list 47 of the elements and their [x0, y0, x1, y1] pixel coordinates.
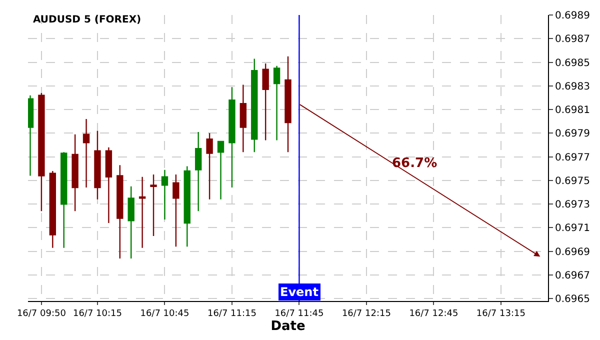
- y-tick-label: 0.6979: [555, 128, 590, 140]
- candlestick: [217, 140, 224, 200]
- candlestick: [150, 174, 157, 237]
- y-tick-label: 0.6977: [555, 152, 590, 164]
- x-tick-label: 16/7 11:45: [274, 308, 324, 319]
- candlestick: [128, 186, 134, 260]
- x-tick-label: 16/7 13:15: [476, 308, 526, 319]
- candlestick: [240, 84, 247, 153]
- y-tick-label: 0.6983: [555, 81, 590, 92]
- y-tick-label: 0.6971: [555, 223, 590, 234]
- candlestick: [251, 58, 258, 153]
- y-tick-label: 0.6973: [555, 200, 590, 211]
- y-tick-label: 0.6981: [555, 105, 590, 116]
- x-tick-label: 16/7 10:45: [140, 308, 190, 319]
- y-tick-label: 0.6969: [555, 246, 590, 258]
- x-tick-label: 16/7 12:45: [409, 308, 458, 319]
- candlestick: [273, 65, 280, 141]
- candlestick: [49, 170, 56, 248]
- x-tick-label: 16/7 12:15: [342, 308, 391, 319]
- x-tick-label: 16/7 10:15: [72, 308, 122, 319]
- candlestick: [195, 131, 202, 212]
- candlestick: [60, 151, 68, 248]
- y-tick-label: 0.6965: [555, 294, 590, 306]
- candlestick: [161, 169, 168, 220]
- x-tick-label: 16/7 09:50: [16, 308, 66, 319]
- candlestick: [284, 56, 292, 153]
- candlestick: [184, 166, 190, 248]
- x-axis-title: Date: [270, 318, 306, 334]
- y-tick-label: 0.6967: [555, 270, 590, 282]
- candlestick: [72, 134, 78, 212]
- ref-line-label: Event: [280, 285, 319, 299]
- candlestick: [206, 132, 213, 200]
- candlestick: [138, 176, 146, 248]
- y-tick-label: 0.6989: [555, 10, 590, 22]
- y-tick-label: 0.6987: [555, 34, 590, 46]
- candlestick: [105, 146, 112, 224]
- candlestick: [28, 94, 34, 176]
- chart-title: AUDUSD 5 (FOREX): [33, 14, 142, 26]
- x-tick-label: 16/7 11:15: [207, 308, 256, 319]
- candlestick: [262, 62, 269, 141]
- candlestick: [82, 118, 90, 188]
- candlestick: [116, 164, 124, 260]
- annotation: 66.7%: [392, 156, 438, 171]
- y-tick-label: 0.6975: [555, 176, 590, 187]
- y-tick-label: 0.6985: [555, 58, 590, 69]
- candlestick: [94, 130, 101, 200]
- candlestick: [172, 174, 180, 248]
